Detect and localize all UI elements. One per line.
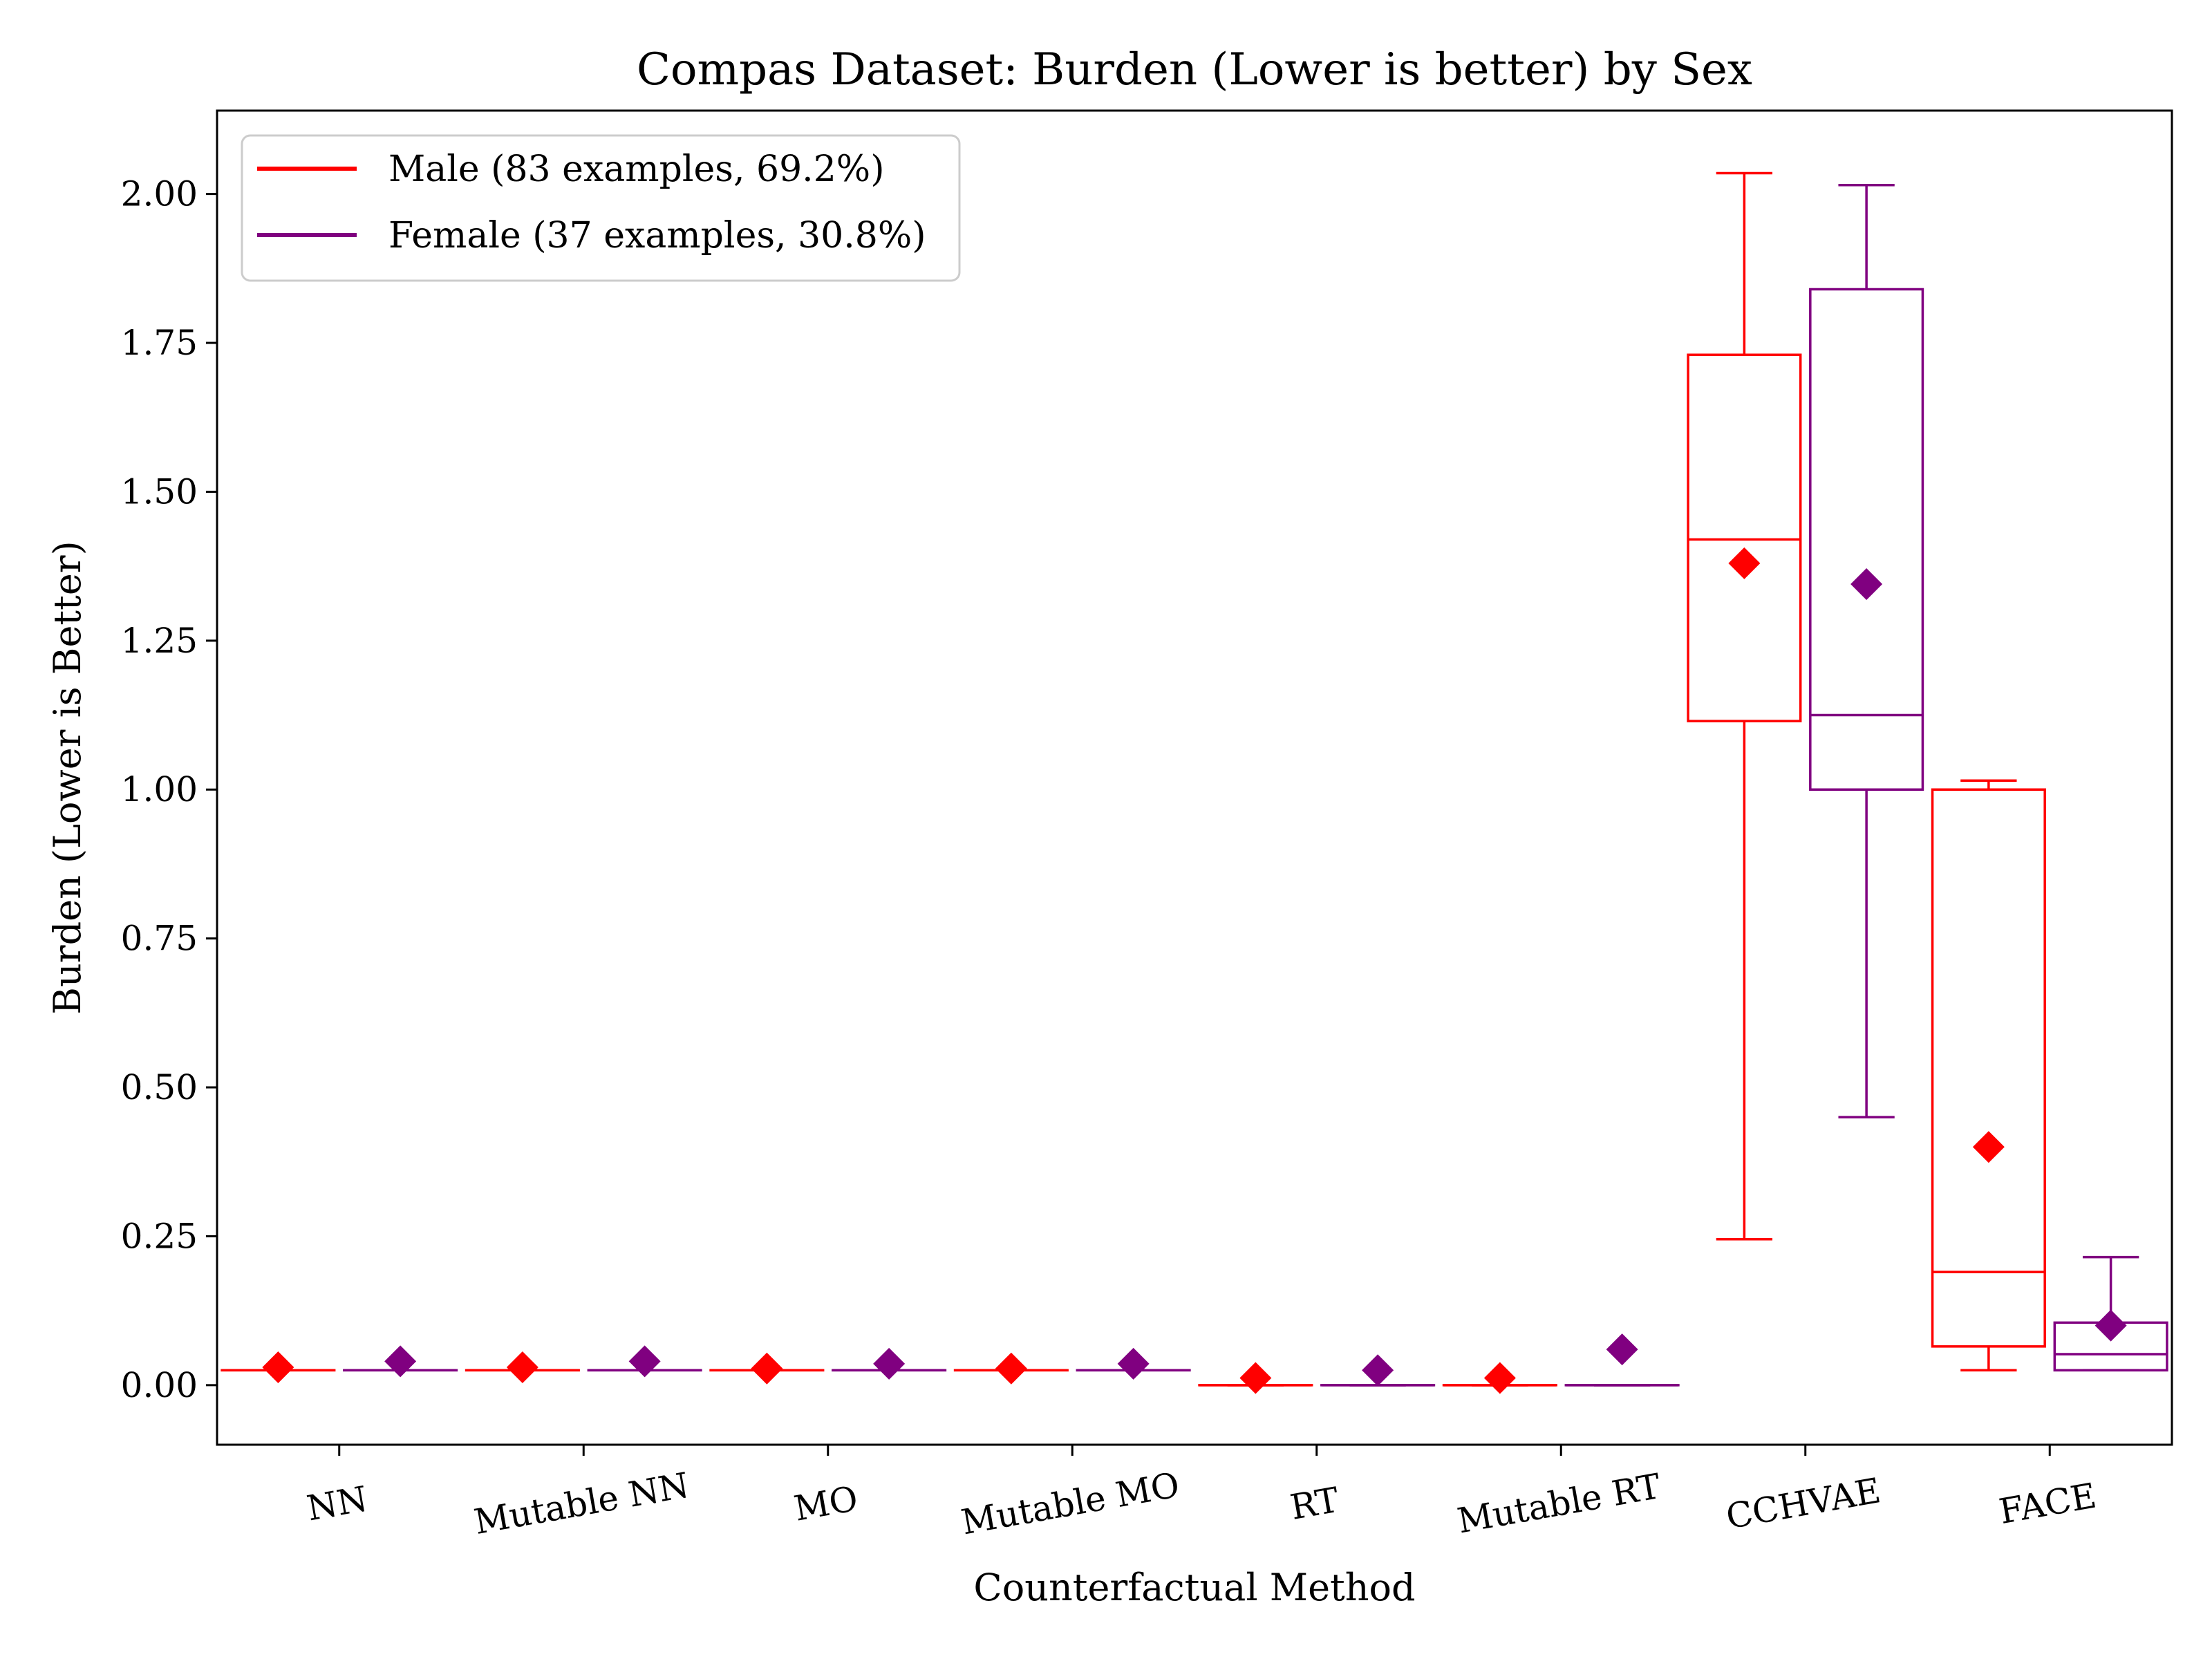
legend-label-female: Female (37 examples, 30.8%) [388, 215, 926, 256]
box-female-2 [832, 1347, 947, 1380]
mean-marker [1972, 1131, 2005, 1163]
box-female-4 [1320, 1354, 1436, 1387]
box-male-5 [1442, 1362, 1557, 1394]
mean-marker [1483, 1362, 1516, 1394]
mean-marker [1239, 1362, 1272, 1394]
y-tick-label: 2.00 [121, 174, 198, 214]
mean-marker [506, 1351, 538, 1383]
mean-marker [1850, 568, 1883, 600]
box-male-3 [953, 1352, 1069, 1385]
y-tick-label: 1.75 [121, 323, 198, 363]
box-female-1 [587, 1345, 702, 1378]
box-male-0 [221, 1351, 336, 1383]
box-female-7 [2053, 1255, 2168, 1372]
mean-marker [262, 1351, 294, 1383]
mean-marker [1728, 547, 1761, 579]
y-axis-label: Burden (Lower is Better) [46, 541, 89, 1014]
box-male-7 [1931, 779, 2046, 1372]
box-female-0 [343, 1345, 458, 1378]
box-plot-marks [221, 171, 2168, 1394]
iqr-box [1809, 288, 1924, 791]
mean-marker [873, 1347, 906, 1380]
legend: Male (83 examples, 69.2%) Female (37 exa… [241, 134, 961, 282]
y-tick-label: 0.75 [121, 919, 198, 959]
mean-marker [751, 1352, 783, 1385]
mean-marker [995, 1352, 1027, 1385]
y-tick-label: 1.25 [121, 621, 198, 661]
plot-area-frame [216, 109, 2173, 1446]
box-male-4 [1198, 1362, 1313, 1394]
chart-title: Compas Dataset: Burden (Lower is better)… [637, 44, 1752, 95]
x-tick-label: RT [1287, 1480, 1342, 1528]
iqr-box [1687, 353, 1802, 722]
box-female-5 [1564, 1333, 1680, 1387]
iqr-box [1931, 788, 2046, 1348]
box-male-1 [465, 1351, 580, 1383]
mean-marker [628, 1345, 661, 1378]
y-tick-label: 1.50 [121, 471, 198, 512]
y-tick-label: 0.50 [121, 1067, 198, 1107]
y-tick-label: 0.25 [121, 1216, 198, 1256]
y-tick-label: 0.00 [121, 1365, 198, 1405]
mean-marker [1362, 1354, 1394, 1387]
box-male-6 [1687, 171, 1802, 1241]
box-female-6 [1809, 183, 1924, 1118]
y-tick-label: 1.00 [121, 769, 198, 809]
box-male-2 [709, 1352, 825, 1385]
legend-frame [241, 134, 961, 282]
mean-marker [1606, 1333, 1638, 1366]
legend-label-male: Male (83 examples, 69.2%) [388, 149, 885, 190]
y-axis: 0.00 0.25 0.50 0.75 1.00 1.25 1.50 1.75 2.00 [121, 174, 217, 1405]
box-female-3 [1076, 1347, 1191, 1380]
mean-marker [384, 1345, 417, 1378]
mean-marker [2094, 1309, 2127, 1342]
mean-marker [1117, 1347, 1150, 1380]
x-axis-label: Counterfactual Method [973, 1566, 1415, 1609]
